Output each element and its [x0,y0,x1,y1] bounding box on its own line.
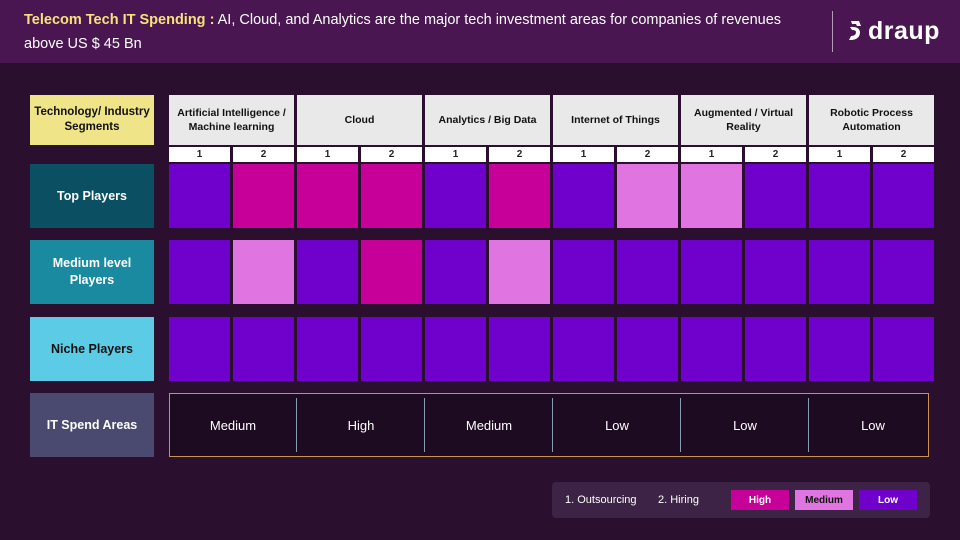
sub-column-number: 2 [873,147,934,162]
segment-header: Analytics / Big Data [425,95,550,145]
heatmap-cell [489,240,550,304]
heatmap-cell [233,164,294,228]
spend-divider [808,398,809,452]
heatmap-cell [809,317,870,381]
heatmap-cell [553,164,614,228]
spend-divider [296,398,297,452]
heatmap-cell [553,240,614,304]
sub-column-number: 1 [809,147,870,162]
heatmap-cell [745,164,806,228]
heatmap-cell [873,240,934,304]
spend-divider [552,398,553,452]
heatmap-cell [361,164,422,228]
title-rest: AI, Cloud, and Analytics are the major t… [24,12,782,52]
heatmap-cell [489,164,550,228]
sub-column-number: 1 [681,147,742,162]
heatmap-cell [681,164,742,228]
spend-value: Low [861,417,885,433]
heatmap-cell [745,240,806,304]
legend-outsourcing: 1. Outsourcing [565,494,637,506]
logo-text: draup [868,16,940,45]
heatmap-cell [681,240,742,304]
row-label: Niche Players [30,317,154,381]
legend-hiring: 2. Hiring [658,494,699,506]
heatmap-cell [297,240,358,304]
logo-divider [832,11,833,52]
heatmap-cell [553,317,614,381]
heatmap-cell [809,240,870,304]
heatmap-cell [873,164,934,228]
row-label: Medium level Players [30,240,154,304]
title-bold: Telecom Tech IT Spending : [24,12,215,28]
heatmap-cell [361,317,422,381]
segment-header: Cloud [297,95,422,145]
heatmap-cell [873,317,934,381]
heatmap-cell [169,240,230,304]
heatmap-cell [297,164,358,228]
heatmap-cell [233,317,294,381]
heatmap-cell [361,240,422,304]
row-label: Top Players [30,164,154,228]
spend-divider [680,398,681,452]
segment-header: Internet of Things [553,95,678,145]
spend-box [169,393,929,457]
heatmap-cell [425,317,486,381]
sub-column-number: 1 [425,147,486,162]
legend-high-chip: High [731,490,789,510]
corner-label: Technology/ Industry Segments [30,95,154,145]
sub-column-number: 2 [745,147,806,162]
page-title: Telecom Tech IT Spending : AI, Cloud, an… [24,8,814,56]
draup-logo-icon [849,21,861,40]
heatmap-cell [425,164,486,228]
spend-value: Medium [209,417,257,433]
spend-value: Medium [465,417,513,433]
sub-column-number: 2 [617,147,678,162]
heatmap-cell [681,317,742,381]
heatmap-cell [617,164,678,228]
sub-column-number: 2 [489,147,550,162]
segment-header: Artificial Intelligence / Machine learni… [169,95,294,145]
heatmap-cell [617,240,678,304]
heatmap-cell [169,164,230,228]
sub-column-number: 1 [297,147,358,162]
segment-header: Augmented / Virtual Reality [681,95,806,145]
header-bar: Telecom Tech IT Spending : AI, Cloud, an… [0,0,960,63]
spend-value: Low [605,417,629,433]
heatmap-cell [425,240,486,304]
heatmap-cell [297,317,358,381]
sub-column-number: 1 [553,147,614,162]
heatmap-cell [745,317,806,381]
sub-column-number: 1 [169,147,230,162]
heatmap-cell [617,317,678,381]
spend-divider [424,398,425,452]
legend-medium-chip: Medium [795,490,853,510]
sub-column-number: 2 [361,147,422,162]
spend-label: IT Spend Areas [30,393,154,457]
draup-logo: draup [846,16,940,46]
spend-value: Low [733,417,757,433]
heatmap-cell [489,317,550,381]
heatmap-cell [169,317,230,381]
sub-column-number: 2 [233,147,294,162]
legend-low-chip: Low [859,490,917,510]
heatmap-cell [233,240,294,304]
spend-value: High [347,417,375,433]
segment-header: Robotic Process Automation [809,95,934,145]
heatmap-cell [809,164,870,228]
